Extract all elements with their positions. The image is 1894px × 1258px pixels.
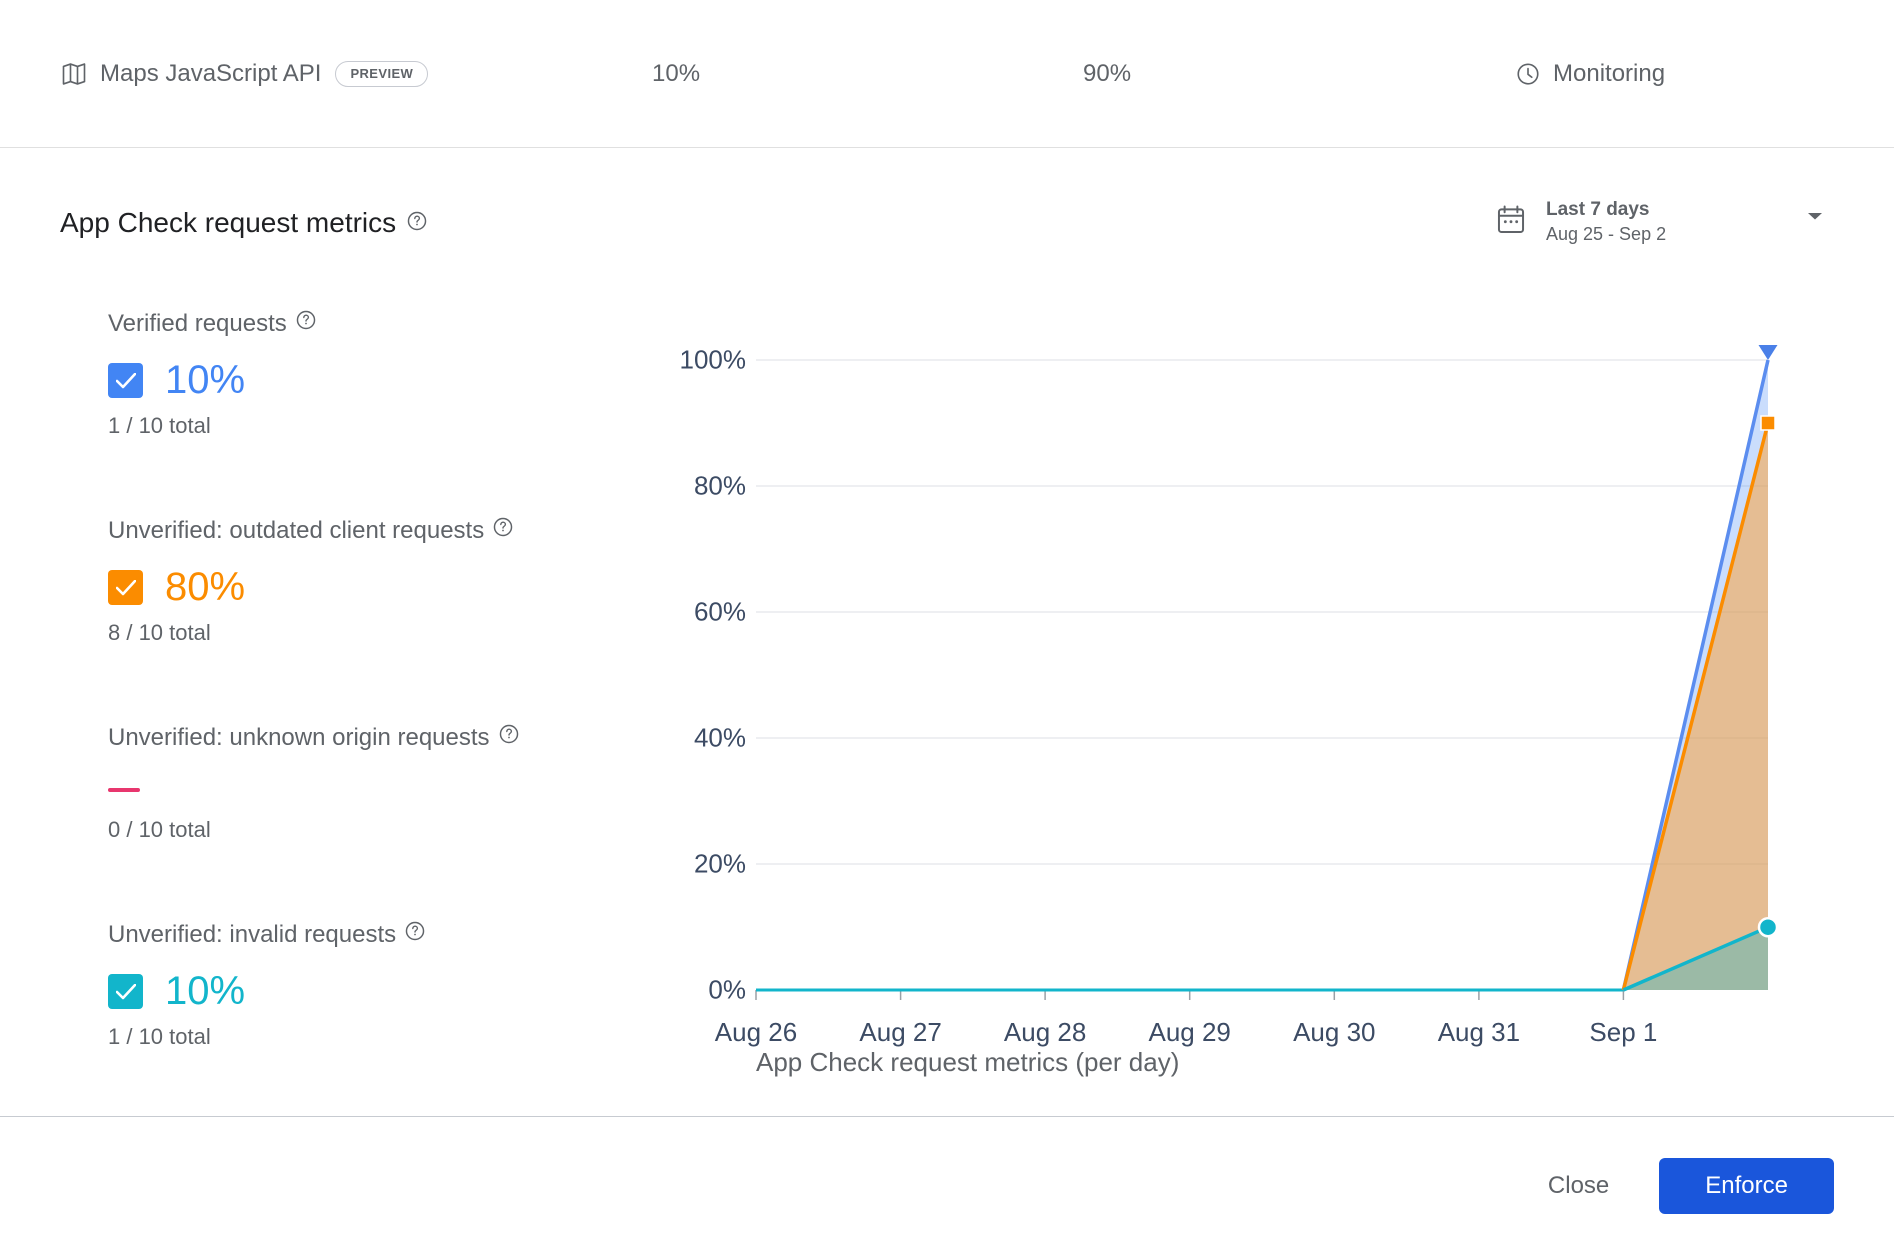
svg-text:Aug 29: Aug 29	[1148, 1017, 1230, 1047]
svg-text:20%: 20%	[694, 849, 746, 879]
svg-text:Aug 31: Aug 31	[1438, 1017, 1520, 1047]
svg-text:Aug 30: Aug 30	[1293, 1017, 1375, 1047]
svg-text:Aug 26: Aug 26	[715, 1017, 797, 1047]
svg-text:100%: 100%	[680, 345, 747, 375]
svg-text:Sep 1: Sep 1	[1589, 1017, 1657, 1047]
svg-text:40%: 40%	[694, 723, 746, 753]
svg-text:Aug 27: Aug 27	[859, 1017, 941, 1047]
svg-text:80%: 80%	[694, 471, 746, 501]
svg-text:60%: 60%	[694, 597, 746, 627]
svg-text:0%: 0%	[708, 975, 746, 1005]
svg-text:Aug 28: Aug 28	[1004, 1017, 1086, 1047]
